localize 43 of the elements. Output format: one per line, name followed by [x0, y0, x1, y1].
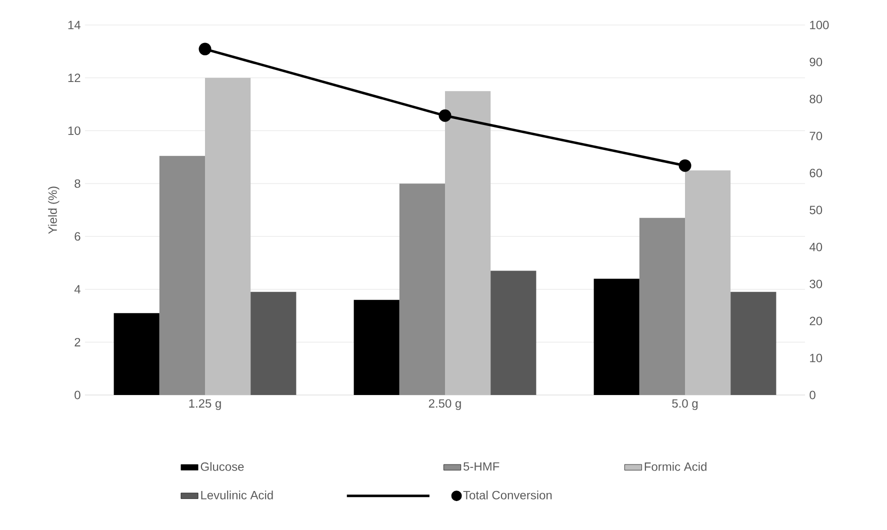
- y2-tick-label: 0: [810, 390, 816, 400]
- y2-tick-label: 50: [810, 206, 822, 214]
- y-tick-label: 8: [74, 179, 80, 188]
- bar: [639, 218, 685, 395]
- bar: [205, 78, 251, 395]
- y-tick-label: 4: [74, 285, 80, 294]
- point: [198, 42, 212, 56]
- y2-tick-label: 70: [810, 132, 822, 140]
- legend-label: Glucose: [200, 462, 244, 471]
- bar: [250, 292, 296, 395]
- point: [678, 159, 692, 172]
- bar: [685, 170, 731, 395]
- y2-tick-label: 20: [810, 316, 822, 326]
- y2-tick-label: 100: [810, 20, 829, 30]
- legend-label: Levulinic Acid: [201, 490, 273, 500]
- y-tick-label: 10: [68, 126, 80, 135]
- y-axis-title: Yield (%): [48, 186, 60, 234]
- y-tick-label: 0: [74, 390, 80, 400]
- y2-tick-label: 80: [810, 94, 822, 104]
- bar: [399, 184, 445, 395]
- bar: [730, 292, 776, 395]
- y-tick-label: 12: [68, 74, 80, 82]
- y2-tick-label: 10: [810, 354, 822, 362]
- bar: [445, 91, 491, 395]
- y-tick-label: 14: [68, 20, 80, 30]
- y2-tick-label: 30: [810, 280, 822, 288]
- bar: [114, 313, 160, 395]
- bar: [594, 278, 640, 395]
- legend-label: Formic Acid: [644, 462, 706, 471]
- x-tick-label: 2.50 g: [428, 399, 461, 410]
- point: [438, 109, 452, 122]
- bar: [354, 300, 400, 395]
- x-tick-label: 5.0 g: [672, 399, 698, 410]
- y2-tick-label: 60: [810, 168, 822, 178]
- bar: [490, 270, 536, 395]
- legend-label: Total Conversion: [463, 490, 552, 500]
- x-tick-label: 1.25 g: [189, 399, 221, 410]
- bar: [159, 156, 206, 395]
- y2-tick-label: 40: [809, 242, 822, 252]
- legend-label: 5-HMF: [464, 462, 500, 471]
- y-tick-label: 6: [74, 232, 80, 241]
- y-tick-label: 2: [74, 338, 80, 346]
- y2-tick-label: 90: [810, 58, 822, 66]
